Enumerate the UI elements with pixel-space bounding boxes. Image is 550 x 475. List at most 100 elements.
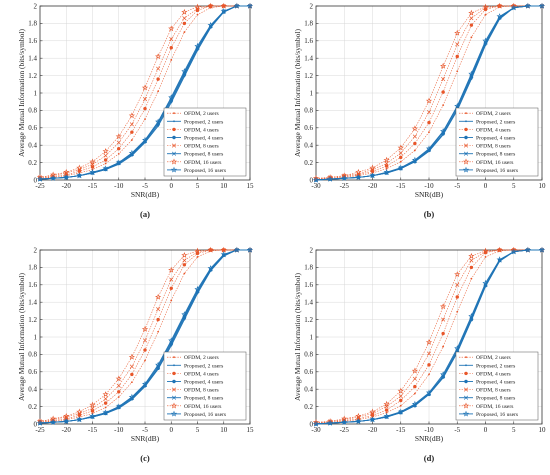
data-point-star-marker [128,112,135,119]
data-point-star-marker [355,168,362,175]
legend-dot-marker [465,120,467,123]
legend-item: OFDM, 8 users [459,143,511,150]
series-line [39,249,250,424]
data-point-dot-marker [117,396,120,398]
data-point-dot-marker [157,90,160,93]
legend-item: OFDM, 16 users [459,402,513,410]
legend-circle-marker [464,127,468,132]
data-point-star-marker [168,94,175,100]
legend-circle-marker [172,135,176,140]
data-point-dot-marker [470,277,473,280]
legend-item: Proposed, 2 users [167,119,223,125]
data-point-star-marker [383,400,390,407]
data-point-star-marker [369,164,376,171]
data-point-star-marker [341,174,348,181]
legend-circle-marker [464,135,468,140]
data-point-x-marker [116,383,121,388]
data-point-star-marker [128,353,135,360]
legend-label: Proposed, 8 users [184,152,223,158]
series-line [39,5,250,178]
x-tick-label: -10 [114,426,124,434]
data-point-star-marker [454,29,461,36]
x-axis-label: SNR(dB) [131,434,160,443]
legend-label: OFDM, 8 users [184,144,219,150]
data-point-x-marker [426,110,432,115]
legend: OFDM, 2 users Proposed, 2 users OFDM, 4 us… [163,351,247,421]
y-tick-label: 0.6 [304,124,313,132]
legend-dot-marker [465,364,467,367]
data-point-star-marker [102,148,109,154]
data-point-star-marker [383,168,390,175]
data-point-star-marker [510,2,517,9]
x-tick-label: 15 [247,182,255,190]
data-point-star-marker [327,418,334,425]
data-point-circle-marker [169,286,173,290]
data-point-star-marker [63,418,70,425]
data-point-circle-marker [143,106,147,111]
data-point-circle-marker [182,263,187,267]
data-point-star-marker [482,279,489,286]
data-point-star-marker [194,247,201,254]
series-line [315,249,542,425]
y-axis-label: Average Mutual Information (bits/symbol) [17,29,26,157]
data-point-star-marker [496,256,503,263]
data-point-star-marker [128,393,135,400]
data-point-star-marker [538,2,546,9]
data-point-dot-marker [385,411,388,414]
y-tick-label: 0.8 [304,351,313,359]
legend-item: OFDM, 8 users [167,387,219,394]
data-point-circle-marker [441,331,445,336]
legend-x-marker [463,387,469,392]
data-point-dot-marker [183,272,186,275]
y-tick-label: 0.6 [28,368,37,376]
x-tick-label: -20 [62,426,72,434]
y-tick-label: 0 [34,176,38,184]
chart-panel-1: -30 -25 -20 -15 -10 -5 0 5 10 0 0.2 0.4 0.6 0.8 1 1.2 1.… [293,2,546,219]
x-tick-label: -25 [340,426,350,434]
legend-label: Proposed, 2 users [184,119,223,125]
data-point-circle-marker [143,348,147,352]
data-point-star-marker [425,389,433,396]
y-tick-label: 1.6 [304,281,313,289]
legend-item: Proposed, 8 users [167,151,223,158]
legend-item: OFDM, 2 users [459,355,511,361]
y-tick-label: 1 [310,333,314,341]
data-point-dot-marker [399,404,402,407]
data-point-star-marker [63,168,70,175]
legend-label: OFDM, 4 users [184,127,219,133]
data-point-star-marker [397,387,404,394]
data-point-x-marker [156,66,161,71]
data-point-x-marker [441,77,446,82]
data-point-circle-marker [156,77,160,81]
data-point-star-marker [355,174,362,181]
legend: OFDM, 2 users Proposed, 2 users OFDM, 4 us… [455,351,539,421]
data-point-circle-marker [455,295,459,299]
legend-item: Proposed, 4 users [459,380,515,386]
legend: OFDM, 2 users Proposed, 2 users OFDM, 4 us… [455,107,539,177]
legend-box [163,351,247,421]
legend-label: OFDM, 16 users [476,404,513,410]
data-point-star-marker [383,412,390,419]
data-point-dot-marker [104,162,107,165]
data-point-star-marker [454,345,461,351]
data-point-star-marker [411,156,418,163]
data-point-circle-marker [130,130,134,134]
series-proposed-star [312,2,546,183]
legend-item: Proposed, 2 users [167,363,223,369]
legend-label: OFDM, 2 users [476,111,511,117]
data-point-dot-marker [413,149,416,152]
legend-item: Proposed, 2 users [459,119,515,125]
legend-item: Proposed, 16 users [459,410,518,418]
data-point-dot-marker [117,153,120,155]
legend-x-marker [463,151,469,156]
data-point-x-marker [129,364,134,369]
y-tick-label: 0.6 [28,124,37,132]
x-tick-label: 5 [196,426,200,434]
legend-x-marker [171,143,177,148]
y-tick-label: 0 [310,420,314,428]
data-point-star-marker [482,3,489,10]
legend-star-marker [462,158,470,165]
data-point-dot-marker [442,104,445,107]
data-point-star-marker [76,416,83,423]
data-point-star-marker [155,53,162,60]
